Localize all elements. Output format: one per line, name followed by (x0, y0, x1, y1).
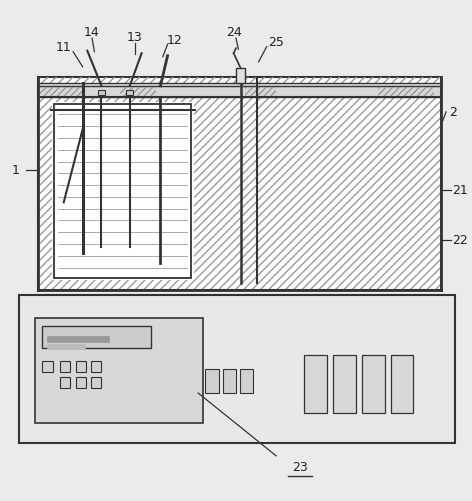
Bar (245, 88, 276, 97)
Text: 23: 23 (292, 460, 308, 473)
Bar (38, 87, 441, 98)
Text: 11: 11 (56, 41, 72, 54)
Text: 2: 2 (449, 106, 457, 119)
Bar (47, 344, 85, 349)
Bar (362, 356, 385, 413)
Bar (38, 78, 441, 291)
Bar (42, 327, 151, 348)
Bar (91, 361, 101, 372)
Bar (47, 337, 109, 343)
Text: 14: 14 (84, 26, 100, 39)
Bar (378, 88, 434, 97)
Bar (391, 356, 413, 413)
Bar (333, 356, 356, 413)
Text: 13: 13 (126, 31, 143, 44)
Bar (42, 361, 53, 372)
Text: 25: 25 (268, 36, 284, 49)
Bar (120, 88, 156, 97)
Bar (40, 88, 83, 97)
Bar (76, 361, 86, 372)
Bar (240, 369, 253, 393)
Text: 21: 21 (452, 184, 468, 197)
Bar (98, 91, 105, 96)
Bar (19, 296, 455, 443)
Bar (236, 69, 245, 84)
Text: 12: 12 (167, 34, 183, 47)
Bar (223, 369, 236, 393)
Bar (35, 318, 203, 423)
Bar (38, 78, 441, 291)
Bar (60, 377, 70, 388)
Text: 1: 1 (12, 164, 19, 177)
Bar (60, 361, 70, 372)
Bar (91, 377, 101, 388)
Bar (54, 105, 191, 278)
Bar (38, 84, 441, 87)
Text: 24: 24 (226, 26, 242, 39)
Bar (205, 369, 219, 393)
Bar (76, 377, 86, 388)
Bar (126, 91, 133, 96)
Bar (52, 103, 194, 281)
Bar (304, 356, 327, 413)
Text: 22: 22 (452, 234, 468, 247)
